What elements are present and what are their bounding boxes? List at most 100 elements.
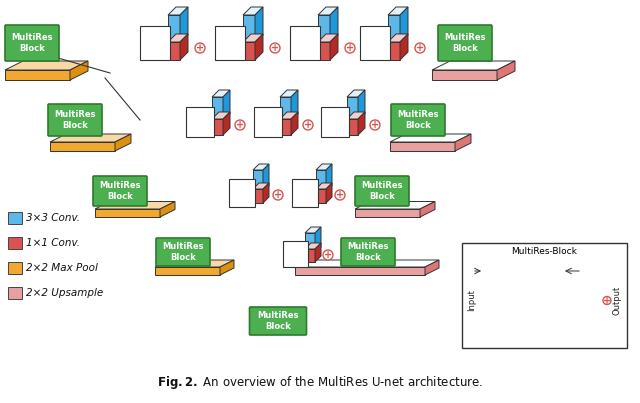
Polygon shape <box>160 202 175 217</box>
Polygon shape <box>295 267 425 275</box>
Polygon shape <box>253 189 263 203</box>
Bar <box>229 179 255 207</box>
Polygon shape <box>455 134 471 151</box>
Polygon shape <box>390 142 455 151</box>
Polygon shape <box>295 260 439 267</box>
Text: MultiRes
Block: MultiRes Block <box>361 181 403 201</box>
Text: MultiRes
Block: MultiRes Block <box>12 33 52 53</box>
Polygon shape <box>95 202 175 209</box>
Polygon shape <box>316 189 326 203</box>
Polygon shape <box>538 257 543 280</box>
Bar <box>360 26 390 60</box>
Text: +: + <box>324 250 332 260</box>
Polygon shape <box>347 112 365 119</box>
Polygon shape <box>70 61 88 80</box>
Polygon shape <box>528 262 538 280</box>
Polygon shape <box>560 257 565 280</box>
Polygon shape <box>347 119 358 135</box>
Circle shape <box>273 190 283 200</box>
Polygon shape <box>390 134 471 142</box>
Bar <box>321 107 349 137</box>
FancyBboxPatch shape <box>391 104 445 136</box>
Polygon shape <box>315 227 321 253</box>
Polygon shape <box>484 262 494 280</box>
Polygon shape <box>316 183 332 189</box>
Polygon shape <box>388 15 400 43</box>
Polygon shape <box>315 243 321 262</box>
Polygon shape <box>155 260 234 267</box>
Text: 1×1 Conv.: 1×1 Conv. <box>26 238 80 248</box>
Bar <box>292 179 318 207</box>
Bar <box>8 212 22 224</box>
Polygon shape <box>253 164 269 170</box>
Polygon shape <box>550 262 560 280</box>
Polygon shape <box>50 134 131 142</box>
Polygon shape <box>168 42 180 60</box>
Polygon shape <box>318 34 338 42</box>
Polygon shape <box>291 112 298 135</box>
Polygon shape <box>506 262 516 280</box>
Polygon shape <box>212 112 230 119</box>
Polygon shape <box>212 119 223 135</box>
Circle shape <box>270 43 280 53</box>
Text: 2×2 Upsample: 2×2 Upsample <box>26 288 103 298</box>
Text: +: + <box>346 43 354 53</box>
Polygon shape <box>316 164 332 170</box>
Bar <box>462 243 627 348</box>
Polygon shape <box>562 258 584 264</box>
Circle shape <box>345 43 355 53</box>
Polygon shape <box>155 267 220 275</box>
Polygon shape <box>318 42 330 60</box>
Polygon shape <box>280 97 291 121</box>
Polygon shape <box>305 243 321 249</box>
Text: 3×3 Conv.: 3×3 Conv. <box>26 213 80 223</box>
Polygon shape <box>388 34 408 42</box>
Polygon shape <box>291 90 298 121</box>
Circle shape <box>195 43 205 53</box>
Polygon shape <box>326 164 332 192</box>
Polygon shape <box>253 183 269 189</box>
Polygon shape <box>550 257 565 262</box>
Bar <box>8 262 22 274</box>
Text: $\mathbf{Fig. 2.}$ An overview of the MultiRes U-net architecture.: $\mathbf{Fig. 2.}$ An overview of the Mu… <box>157 374 483 391</box>
Polygon shape <box>358 112 365 135</box>
Text: +: + <box>274 190 282 200</box>
Text: MultiRes
Block: MultiRes Block <box>348 242 388 262</box>
Polygon shape <box>50 142 115 151</box>
Polygon shape <box>516 257 521 280</box>
Polygon shape <box>330 7 338 43</box>
Polygon shape <box>212 90 230 97</box>
FancyBboxPatch shape <box>5 25 59 61</box>
Bar <box>282 241 307 267</box>
Bar <box>186 107 214 137</box>
FancyBboxPatch shape <box>93 176 147 206</box>
Polygon shape <box>243 34 263 42</box>
Polygon shape <box>255 7 263 43</box>
Polygon shape <box>253 170 263 192</box>
Polygon shape <box>223 90 230 121</box>
Polygon shape <box>400 34 408 60</box>
Polygon shape <box>95 209 160 217</box>
Polygon shape <box>330 34 338 60</box>
Text: Input: Input <box>467 290 476 312</box>
Polygon shape <box>280 119 291 135</box>
Polygon shape <box>420 202 435 217</box>
Polygon shape <box>115 134 131 151</box>
Polygon shape <box>212 97 223 121</box>
Polygon shape <box>180 7 188 43</box>
Text: +: + <box>371 120 379 130</box>
Polygon shape <box>347 97 358 121</box>
FancyBboxPatch shape <box>341 238 395 266</box>
Polygon shape <box>5 70 70 80</box>
Polygon shape <box>432 70 497 80</box>
Polygon shape <box>347 90 365 97</box>
Polygon shape <box>497 61 515 80</box>
Text: MultiRes
Block: MultiRes Block <box>397 110 439 130</box>
Text: +: + <box>603 295 611 305</box>
Polygon shape <box>305 249 315 262</box>
Polygon shape <box>578 258 584 290</box>
Polygon shape <box>358 90 365 121</box>
Circle shape <box>323 250 333 260</box>
Polygon shape <box>5 61 88 70</box>
Circle shape <box>415 43 425 53</box>
